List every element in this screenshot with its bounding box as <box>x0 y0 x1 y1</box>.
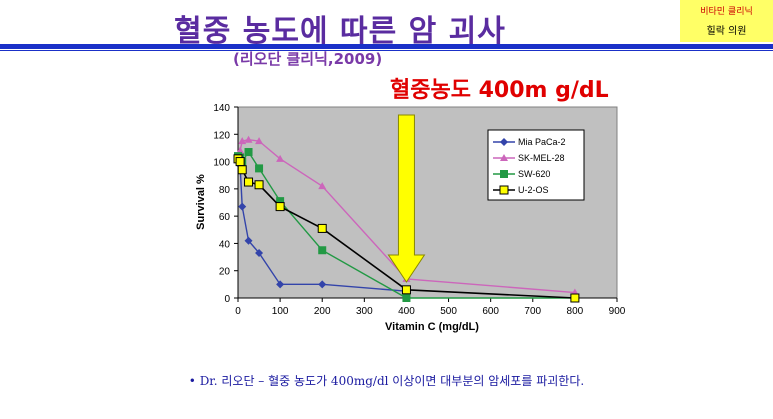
data-point <box>255 248 264 257</box>
data-point <box>570 293 580 303</box>
data-point <box>244 177 254 187</box>
header-rule-thin <box>0 50 773 51</box>
x-tick-label: 600 <box>482 306 499 317</box>
data-point <box>275 202 285 212</box>
x-tick-label: 800 <box>567 306 584 317</box>
source-subtitle: (리오단 클리닉,2009) <box>233 50 383 68</box>
y-tick-label: 120 <box>213 130 230 141</box>
legend-label: Mia PaCa-2 <box>518 137 566 147</box>
data-point <box>318 246 327 255</box>
y-tick-label: 140 <box>213 103 230 114</box>
badge-line-1: 비타민 클리닉 <box>700 7 753 17</box>
chart-legend: Mia PaCa-2 SK-MEL-28 SW-620 U-2-OS <box>487 129 585 201</box>
legend-marker <box>500 138 508 146</box>
x-tick-label: 200 <box>314 306 331 317</box>
x-tick-label: 0 <box>235 306 241 317</box>
x-axis-label: Vitamin C (mg/dL) <box>385 321 479 333</box>
data-point <box>237 165 247 175</box>
x-tick-label: 900 <box>609 306 626 317</box>
x-tick-label: 300 <box>356 306 373 317</box>
clinic-badge: 비타민 클리닉 힐락 의원 <box>680 0 773 42</box>
legend-marker <box>500 154 508 161</box>
chart-axes: 0 20 40 60 80 100 120 140 0 100 200 300 400 500 600 700… <box>213 103 625 317</box>
arrow-annotation <box>387 114 426 283</box>
header-rule <box>0 44 773 49</box>
page-title: 혈중 농도에 따른 암 괴사 <box>174 14 506 49</box>
legend-label: SK-MEL-28 <box>518 153 565 163</box>
data-point <box>276 154 285 162</box>
data-point <box>317 223 327 233</box>
y-tick-label: 0 <box>224 294 230 305</box>
data-point <box>238 202 247 211</box>
data-point <box>255 164 264 173</box>
x-tick-label: 400 <box>398 306 415 317</box>
y-axis-label: Survival % <box>195 174 207 230</box>
data-point <box>276 197 285 206</box>
y-tick-label: 100 <box>213 158 230 169</box>
x-tick-label: 500 <box>440 306 457 317</box>
data-point <box>402 294 411 302</box>
legend-marker <box>500 170 508 178</box>
y-tick-label: 80 <box>219 185 231 196</box>
data-point <box>255 137 264 145</box>
badge-line-2: 힐락 의원 <box>706 26 747 37</box>
concentration-highlight: 혈중농도 400m g/dL <box>390 78 609 103</box>
data-point <box>236 146 245 154</box>
data-point <box>244 148 253 157</box>
x-tick-label: 700 <box>524 306 541 317</box>
legend-label: SW-620 <box>518 169 550 179</box>
legend-marker <box>499 185 509 195</box>
series-u-2-os <box>233 154 580 303</box>
data-point <box>244 135 253 143</box>
arrow-shape <box>387 114 426 283</box>
data-point <box>244 236 253 245</box>
data-point <box>276 280 285 289</box>
legend-label: U-2-OS <box>518 185 549 195</box>
data-point <box>235 157 245 167</box>
y-tick-label: 40 <box>219 239 231 250</box>
data-point <box>318 182 327 190</box>
data-point <box>318 280 327 289</box>
x-tick-label: 100 <box>272 306 289 317</box>
chart-series <box>233 135 580 303</box>
data-point <box>254 180 264 190</box>
y-tick-label: 20 <box>219 267 231 278</box>
y-tick-label: 60 <box>219 212 231 223</box>
data-point <box>401 285 411 295</box>
footnote: • Dr. 리오단 – 혈중 농도가 400mg/dl 이상이면 대부분의 암세… <box>188 374 585 388</box>
data-point <box>238 137 247 145</box>
